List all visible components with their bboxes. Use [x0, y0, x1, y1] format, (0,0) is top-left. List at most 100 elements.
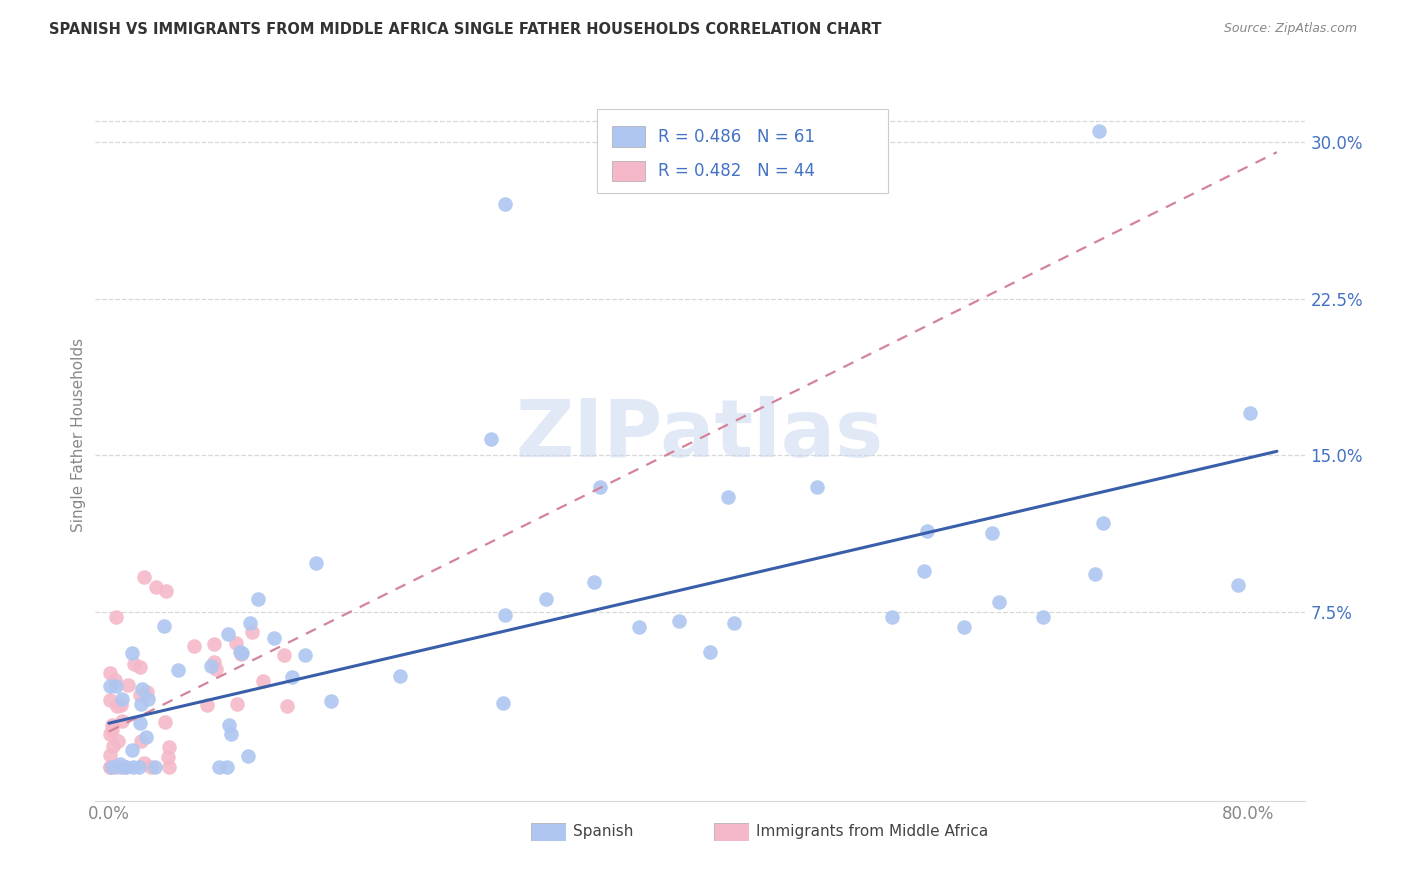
Point: [129, 660, 152, 674]
Point: [215, 760, 238, 774]
Point: [723, 616, 745, 631]
Text: Source: ZipAtlas.com: Source: ZipAtlas.com: [1223, 22, 1357, 36]
FancyBboxPatch shape: [612, 127, 645, 147]
Point: [239, 615, 262, 630]
Point: [273, 648, 295, 663]
Point: [104, 673, 127, 688]
Point: [153, 619, 176, 633]
Point: [202, 655, 225, 669]
Point: [628, 620, 651, 634]
Point: [98, 665, 121, 680]
Point: [101, 739, 124, 754]
Point: [276, 699, 298, 714]
Point: [294, 648, 316, 663]
Text: ZIPatlas: ZIPatlas: [516, 395, 884, 474]
Point: [388, 669, 411, 683]
Point: [1227, 578, 1250, 592]
Point: [121, 760, 143, 774]
Point: [952, 620, 974, 634]
Point: [319, 694, 342, 708]
Point: [247, 591, 270, 606]
Point: [263, 631, 285, 645]
Point: [101, 723, 124, 737]
Point: [157, 750, 180, 764]
Point: [252, 673, 274, 688]
Point: [138, 692, 160, 706]
Point: [281, 670, 304, 684]
Point: [589, 480, 612, 494]
Point: [98, 747, 121, 762]
Point: [225, 697, 247, 711]
Point: [202, 637, 225, 651]
Point: [134, 570, 156, 584]
Point: [208, 760, 231, 774]
Point: [114, 760, 136, 774]
Point: [110, 698, 132, 712]
Point: [155, 584, 177, 599]
Point: [110, 760, 132, 774]
Point: [305, 556, 328, 570]
Point: [107, 734, 129, 748]
Point: [104, 609, 127, 624]
Point: [534, 592, 557, 607]
Point: [114, 760, 136, 774]
Point: [717, 491, 740, 505]
Point: [218, 718, 240, 732]
Point: [107, 698, 129, 713]
Point: [1084, 566, 1107, 581]
Point: [129, 688, 152, 702]
Point: [129, 697, 152, 711]
Point: [1032, 609, 1054, 624]
Point: [167, 663, 190, 677]
Point: [129, 734, 152, 748]
Point: [139, 760, 162, 774]
Point: [494, 197, 516, 211]
Point: [238, 748, 260, 763]
Point: [479, 432, 502, 446]
Point: [98, 760, 121, 774]
FancyBboxPatch shape: [598, 109, 887, 193]
Point: [121, 646, 143, 660]
Point: [229, 647, 252, 661]
Point: [98, 679, 121, 693]
Point: [1092, 516, 1115, 530]
Point: [219, 727, 242, 741]
Point: [240, 624, 263, 639]
Point: [129, 715, 152, 730]
Point: [157, 760, 180, 774]
Point: [98, 693, 121, 707]
Point: [111, 714, 134, 729]
Point: [699, 645, 721, 659]
Point: [98, 760, 121, 774]
Point: [153, 715, 176, 730]
Point: [132, 756, 155, 770]
Point: [110, 756, 132, 771]
Text: Immigrants from Middle Africa: Immigrants from Middle Africa: [756, 824, 988, 839]
Point: [225, 636, 247, 650]
Point: [135, 685, 157, 699]
Point: [121, 743, 143, 757]
Point: [157, 740, 180, 755]
Point: [183, 640, 205, 654]
Point: [128, 760, 150, 774]
FancyBboxPatch shape: [612, 161, 645, 181]
Text: R = 0.482   N = 44: R = 0.482 N = 44: [658, 162, 814, 180]
Point: [117, 678, 139, 692]
Point: [205, 662, 228, 676]
Point: [135, 730, 157, 744]
Point: [915, 524, 938, 538]
Point: [104, 679, 127, 693]
Text: Spanish: Spanish: [574, 824, 634, 839]
Point: [806, 480, 828, 494]
Point: [98, 727, 121, 741]
Point: [229, 645, 252, 659]
Point: [582, 575, 605, 590]
Point: [200, 659, 222, 673]
Point: [217, 627, 239, 641]
Point: [101, 718, 124, 732]
Point: [195, 698, 218, 712]
Point: [1239, 406, 1261, 420]
Point: [124, 657, 146, 671]
Point: [882, 609, 904, 624]
Point: [131, 681, 153, 696]
